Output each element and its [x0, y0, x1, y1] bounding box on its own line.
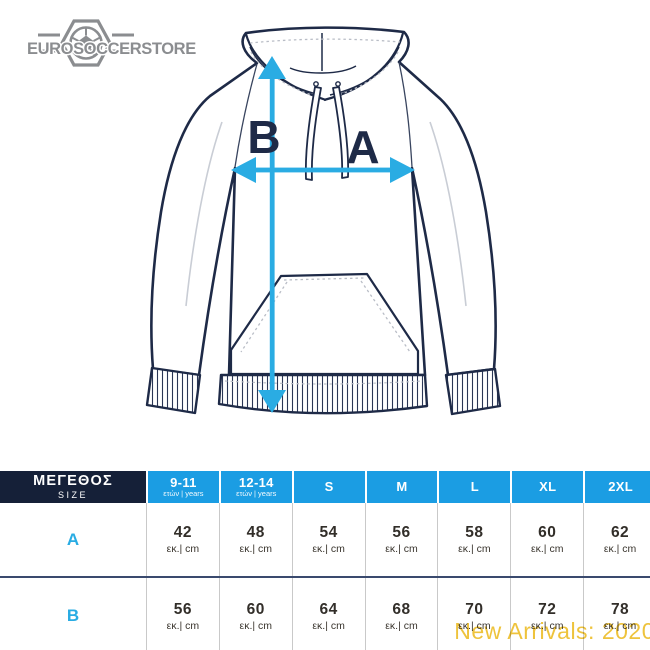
value-cell: 58 εκ.| cm	[437, 503, 510, 576]
value-cell: 56 εκ.| cm	[364, 503, 438, 576]
row-label-b: B	[66, 606, 80, 625]
col-header-xl: XL	[510, 471, 584, 503]
store-logo: EUROSOCCERSTORE	[20, 14, 210, 80]
hoodie-outline	[150, 26, 497, 377]
col-header-l: L	[437, 471, 511, 503]
store-logo-text: EUROSOCCERSTORE	[27, 40, 196, 58]
value-cell: 60 εκ.| cm	[510, 503, 583, 576]
value-cell: 48 εκ.| cm	[218, 503, 292, 576]
value-cell: 60 εκ.| cm	[218, 577, 292, 650]
kangaroo-pocket	[229, 272, 420, 376]
value-cell: 56 εκ.| cm	[146, 577, 219, 650]
value-cell: 70 εκ.| cm	[437, 577, 510, 650]
size-table-header: ΜΕΓΕΘΟΣ SIZE 9-11 ετών | years 12-14 ετώ…	[0, 471, 650, 503]
row-label-a: A	[66, 529, 80, 549]
value-cell: 68 εκ.| cm	[364, 577, 438, 650]
col-header-s: S	[291, 471, 365, 503]
col-header-m: M	[364, 471, 438, 503]
size-table: ΜΕΓΕΘΟΣ SIZE 9-11 ετών | years 12-14 ετώ…	[0, 471, 650, 650]
value-cell: 42 εκ.| cm	[146, 503, 219, 576]
col-header-9-11: 9-11 ετών | years	[146, 471, 219, 503]
value-cell: 54 εκ.| cm	[291, 503, 365, 576]
col-header-12-14: 12-14 ετών | years	[218, 471, 292, 503]
table-row-a: A 42 εκ.| cm 48 εκ.| cm 54 εκ.| cm 56 εκ…	[0, 503, 650, 576]
size-header-subtitle: SIZE	[57, 489, 88, 500]
value-cell: 78 εκ.| cm	[583, 577, 650, 650]
right-cuff	[444, 367, 502, 416]
size-header-title: ΜΕΓΕΘΟΣ	[33, 472, 113, 489]
watermark-text: New Arrivals: 2020	[454, 618, 650, 644]
value-cell: 62 εκ.| cm	[583, 503, 650, 576]
soccer-ball-hexagon-icon	[38, 19, 134, 67]
ribbed-hem	[217, 373, 429, 415]
table-row-b: B 56 εκ.| cm 60 εκ.| cm 64 εκ.| cm 68 εκ…	[0, 577, 650, 650]
size-header-cell: ΜΕΓΕΘΟΣ SIZE	[0, 471, 146, 503]
col-header-2xl: 2XL	[583, 471, 650, 503]
value-cell: 64 εκ.| cm	[291, 577, 365, 650]
measurement-label-a: A	[346, 121, 379, 173]
left-cuff	[145, 366, 202, 415]
height-arrow	[258, 56, 286, 413]
measurement-label-b: B	[247, 111, 280, 163]
drawstrings	[304, 86, 350, 181]
value-cell: 72 εκ.| cm	[510, 577, 583, 650]
row-divider	[0, 576, 650, 578]
width-arrow	[231, 157, 415, 183]
